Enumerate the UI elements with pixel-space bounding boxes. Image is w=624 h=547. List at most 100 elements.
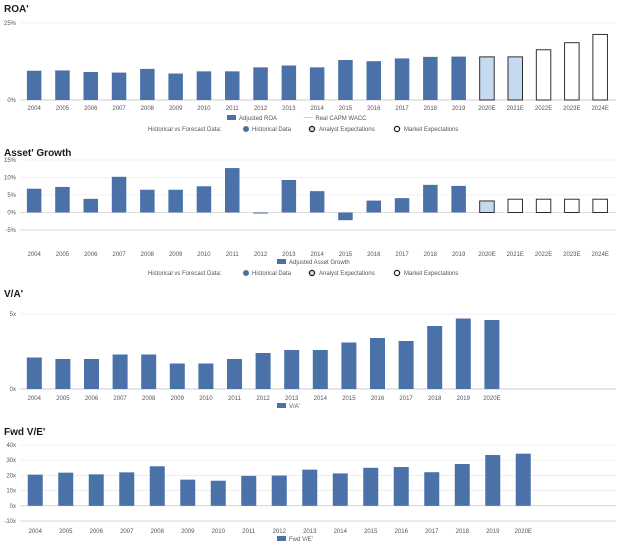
x-tick-label: 2020E (478, 106, 495, 112)
x-tick-label: 2019 (452, 106, 466, 112)
bar-2019 (485, 455, 501, 506)
bar-2010 (210, 480, 226, 506)
bar-2015 (341, 342, 357, 389)
bar-2013 (284, 350, 300, 389)
bar-2012 (253, 67, 268, 100)
bar-2017 (394, 58, 410, 100)
bar-2007 (112, 354, 128, 389)
bar-2011 (241, 475, 257, 506)
bar-2022E (535, 49, 552, 101)
bar-2007 (111, 176, 127, 213)
x-tick-label: 2006 (84, 106, 98, 112)
market-marker (393, 125, 401, 133)
bar-2009 (168, 189, 183, 213)
x-tick-label: 2024E (591, 252, 608, 258)
y-tick-label: 15% (4, 158, 17, 164)
historical-marker (243, 270, 249, 276)
legend-swatch (277, 536, 286, 541)
y-tick-label: 0% (7, 98, 16, 104)
x-tick-label: 2017 (395, 106, 409, 112)
bar-2009 (168, 73, 183, 100)
x-tick-label: 2018 (428, 396, 442, 402)
bar-2020E (479, 200, 495, 213)
y-tick-label: -10x (4, 519, 16, 525)
x-tick-label: 2005 (56, 396, 70, 402)
market-marker (393, 269, 401, 277)
x-tick-label: 2022E (535, 106, 552, 112)
x-tick-label: 2016 (395, 529, 409, 535)
kind-legend-analyst: Analyst Expectations (319, 271, 375, 277)
kind-legend-historical: Historical Data (252, 271, 292, 277)
legend-swatch (227, 115, 236, 120)
bar-2018 (427, 326, 443, 389)
kind-legend-label: Historical vs Forecast Data: (148, 271, 222, 277)
bar-2008 (149, 466, 165, 506)
legend-entry: Adjusted ROA (239, 116, 277, 122)
bar-2015 (363, 467, 379, 506)
y-tick-label: 10x (6, 489, 16, 495)
legend-entry: Fwd V/E' (289, 537, 313, 543)
x-tick-label: 2019 (486, 529, 500, 535)
y-tick-label: 10% (4, 176, 17, 182)
bar-2015 (338, 59, 353, 100)
bar-2019 (455, 318, 471, 389)
x-tick-label: 2016 (367, 106, 381, 112)
x-tick-label: 2007 (112, 106, 126, 112)
x-tick-label: 2021E (507, 106, 524, 112)
bar-2011 (225, 71, 240, 100)
kind-legend-label: Historical vs Forecast Data: (148, 127, 222, 133)
x-tick-label: 2012 (273, 529, 287, 535)
bar-2019 (451, 185, 466, 213)
x-tick-label: 2009 (169, 252, 183, 258)
bar-2015 (338, 212, 353, 221)
bar-2018 (423, 56, 438, 100)
chart-panel-3: V/A' 5x 0x 2004 2005 2006 2007 2008 2009 2010 2011… (4, 289, 616, 410)
x-tick-label: 2008 (142, 396, 156, 402)
x-tick-label: 2014 (310, 252, 324, 258)
x-tick-label: 2011 (228, 396, 242, 402)
legend-entry: Real CAPM WACC (315, 116, 367, 122)
y-tick-label: 0x (10, 504, 16, 510)
bar-2005 (58, 472, 74, 506)
x-tick-label: 2006 (85, 396, 99, 402)
x-tick-label: 2004 (29, 529, 43, 535)
x-tick-label: 2015 (339, 252, 353, 258)
x-tick-label: 2017 (425, 529, 439, 535)
bar-2014 (309, 67, 325, 100)
historical-marker (243, 126, 249, 132)
chart-title: ROA' (4, 4, 29, 15)
bar-2017 (398, 341, 414, 389)
bar-2016 (366, 61, 381, 100)
x-tick-label: 2023E (563, 106, 580, 112)
x-tick-label: 2015 (339, 106, 353, 112)
x-tick-label: 2008 (141, 106, 155, 112)
kind-legend-analyst: Analyst Expectations (319, 127, 375, 133)
x-tick-label: 2006 (90, 529, 104, 535)
bar-2005 (55, 359, 71, 389)
bar-2014 (309, 191, 325, 213)
bar-2021E (507, 198, 523, 213)
x-tick-label: 2024E (591, 106, 608, 112)
chart-panel-4: Fwd V/E' 40x 30x 20x 10x 0x -10x 2004 2005 2006 20… (4, 427, 616, 543)
x-tick-label: 2021E (507, 252, 524, 258)
legend-entry: Adjusted Asset Growth (289, 260, 350, 266)
x-tick-label: 2007 (113, 396, 127, 402)
x-tick-label: 2015 (364, 529, 378, 535)
x-tick-label: 2018 (424, 252, 438, 258)
bar-2006 (84, 359, 99, 389)
bar-2014 (332, 473, 348, 506)
y-tick-label: 20x (6, 473, 16, 479)
x-tick-label: 2016 (371, 396, 385, 402)
x-tick-label: 2004 (27, 106, 41, 112)
x-tick-label: 2011 (226, 252, 240, 258)
x-tick-label: 2023E (563, 252, 580, 258)
y-tick-label: 30x (6, 458, 16, 464)
bar-2010 (196, 71, 212, 100)
bar-2020E (484, 320, 500, 389)
x-tick-label: 2009 (169, 106, 183, 112)
bar-2020E (515, 453, 531, 506)
bar-2008 (140, 189, 155, 213)
x-tick-label: 2013 (282, 252, 296, 258)
x-tick-label: 2013 (303, 529, 317, 535)
x-tick-label: 2011 (242, 529, 256, 535)
